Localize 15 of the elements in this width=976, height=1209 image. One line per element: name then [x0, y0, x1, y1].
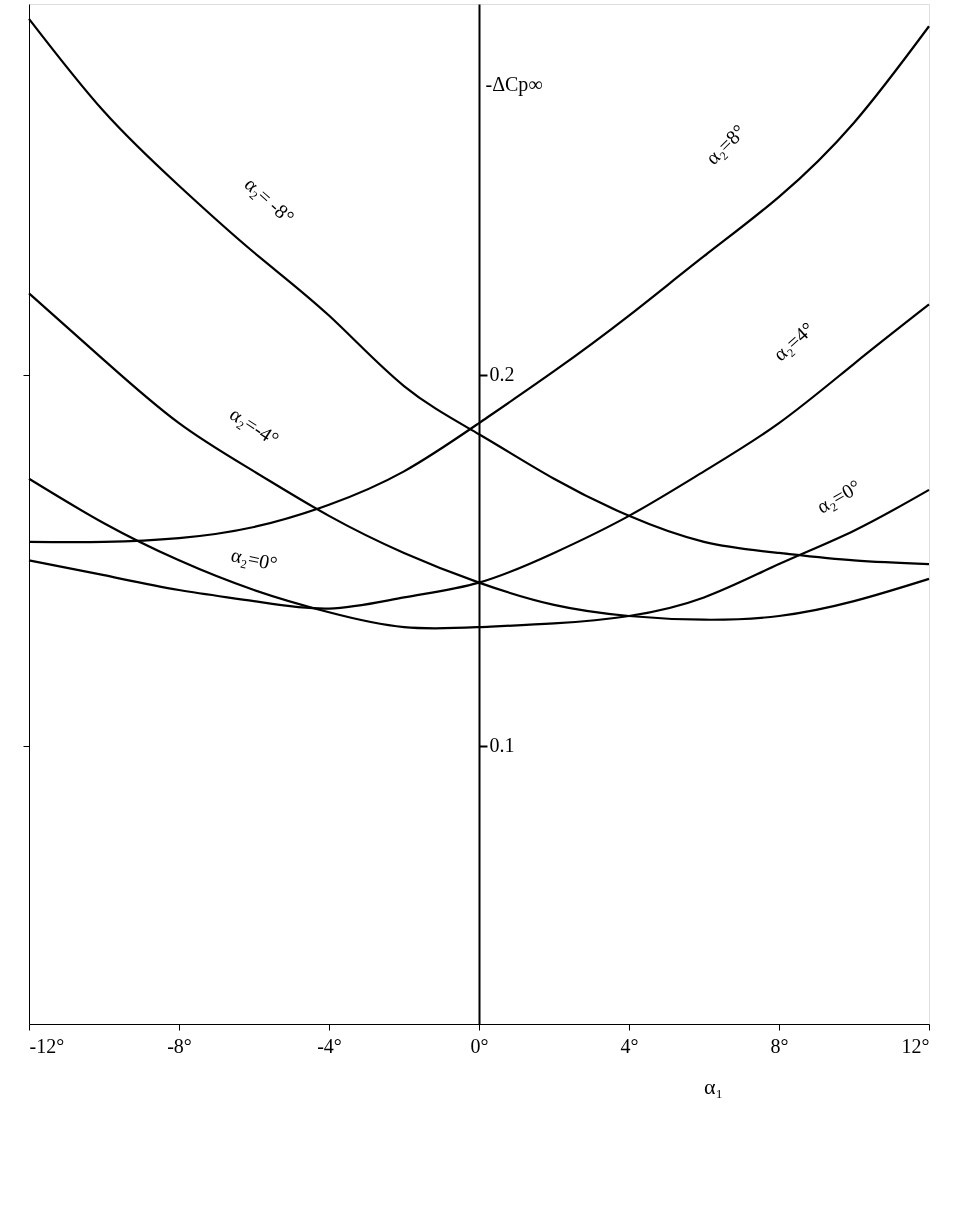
x-axis-title: α₁	[703, 1073, 724, 1099]
y-tick-label: 0.2	[489, 363, 515, 386]
x-tick-label: -12°	[29, 1034, 65, 1057]
y-tick-label: 0.1	[489, 734, 515, 757]
x-tick-label: -8°	[167, 1034, 192, 1057]
annotation: α₂= -8°	[240, 172, 299, 228]
x-tick-label: 12°	[901, 1034, 930, 1057]
x-tick-label: 4°	[620, 1034, 639, 1057]
annotation: α₂=0°	[812, 474, 865, 518]
x-tick-label: 8°	[770, 1034, 789, 1057]
annotation: α₂=0°	[229, 543, 280, 575]
x-tick-label: -4°	[317, 1034, 342, 1057]
x-tick-label: 0°	[470, 1034, 489, 1057]
y-axis-title: -ΔCp∞	[485, 72, 543, 96]
annotation: α₂=-4°	[226, 402, 283, 450]
